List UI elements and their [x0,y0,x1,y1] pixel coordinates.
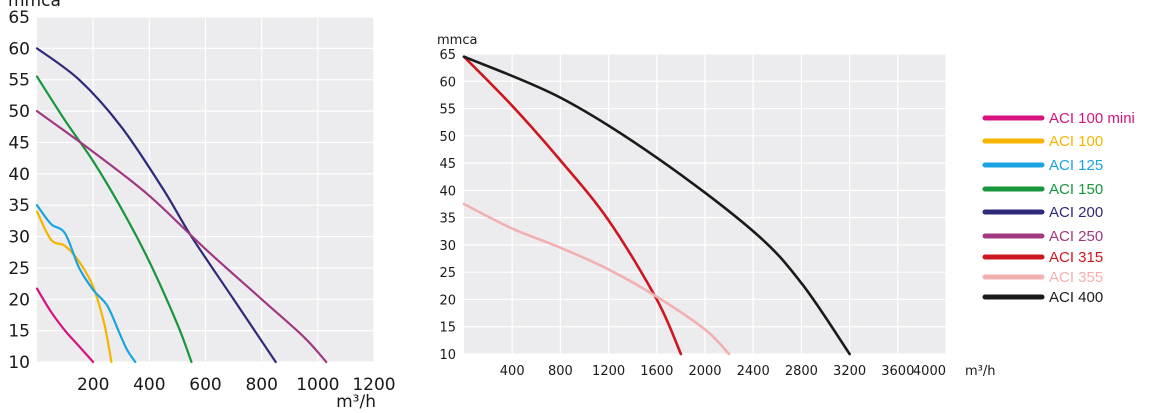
series-line-aci-400 [462,55,851,356]
series-line-aci-100-mini [35,287,95,364]
right-y-tick-label: 20 [439,293,456,308]
left-y-tick-label: 20 [8,290,30,310]
legend-label: ACI 250 [1049,228,1103,245]
legend-item: ACI 150 [982,181,1103,198]
series-line-aci-355 [462,202,731,356]
right-y-tick-label: 45 [439,157,456,172]
left-y-tick-label: 40 [8,165,30,185]
right-y-tick-label: 35 [439,212,456,227]
right-x-tick-label: 2400 [737,364,770,379]
left-y-tick-label: 10 [8,353,30,373]
left-y-tick-label: 25 [8,259,30,279]
left-y-tick-labels: 10 15 20 25 30 35 40 45 50 55 60 65 [8,8,30,373]
legend-label: ACI 150 [1049,181,1103,198]
legend-label: ACI 355 [1049,269,1103,286]
left-x-tick-label: 200 [77,375,109,395]
right-x-tick-label: 800 [548,364,573,379]
legend-label: ACI 125 [1049,157,1103,174]
legend-label: ACI 200 [1049,204,1103,221]
right-y-tick-label: 55 [439,103,456,118]
right-x-tick-label: 2000 [688,364,721,379]
right-x-tick-label: 1200 [592,364,625,379]
right-y-tick-label: 15 [439,321,456,336]
left-chart: 10 15 20 25 30 35 40 45 50 55 60 65 200 400 600 800 100… [8,0,396,412]
legend-item: ACI 100 mini [982,110,1135,127]
right-x-tick-label: 3600 [881,364,914,379]
left-y-tick-label: 55 [8,71,30,91]
left-y-axis-label: mmca [8,0,61,11]
series-line-aci-315 [462,55,683,356]
left-x-tick-label: 800 [245,375,277,395]
legend-item: ACI 100 [982,133,1103,150]
right-y-tick-label: 10 [439,348,456,363]
legend: ACI 100 mini ACI 100 ACI 125 ACI 150 ACI 200… [982,110,1135,306]
right-grid [464,53,947,355]
legend-label: ACI 400 [1049,289,1103,306]
legend-item: ACI 250 [982,228,1103,245]
left-y-tick-label: 60 [8,39,30,59]
series-line-aci-200 [35,47,277,364]
left-y-tick-label: 15 [8,322,30,342]
right-x-axis-unit-label: m³/h [965,364,996,379]
left-x-tick-label: 1000 [296,375,339,395]
right-x-tick-label: 400 [500,364,525,379]
left-y-tick-label: 30 [8,228,30,248]
left-x-tick-labels: 200 400 600 800 1000 1200 [77,375,396,395]
legend-item: ACI 315 [982,249,1103,266]
left-x-tick-label: 1200 [352,375,395,395]
right-y-tick-labels: 10 15 20 25 30 35 40 45 50 55 60 65 [439,48,456,363]
legend-item: ACI 355 [982,269,1103,286]
right-y-tick-label: 65 [439,48,456,63]
legend-label: ACI 315 [1049,249,1103,266]
right-y-axis-label: mmca [437,33,477,48]
legend-label: ACI 100 [1049,133,1103,150]
left-x-axis-unit-label: m³/h [336,392,376,412]
legend-item: ACI 400 [982,289,1103,306]
right-y-tick-label: 25 [439,266,456,281]
legend-item: ACI 200 [982,204,1103,221]
right-y-tick-label: 50 [439,130,456,145]
right-x-tick-label: 4000 [913,364,946,379]
left-x-tick-label: 400 [133,375,165,395]
right-y-tick-label: 40 [439,184,456,199]
left-series-group [35,47,328,364]
series-line-aci-100 [35,210,113,364]
right-y-tick-label: 60 [439,75,456,90]
legend-label: ACI 100 mini [1049,110,1135,127]
left-y-tick-label: 35 [8,196,30,216]
left-x-tick-label: 600 [189,375,221,395]
right-x-tick-label: 2800 [785,364,818,379]
right-x-tick-label: 3200 [833,364,866,379]
right-chart: 10 15 20 25 30 35 40 45 50 55 60 65 400 800 1200 1600 2… [437,33,996,379]
right-x-tick-label: 1600 [640,364,673,379]
series-line-aci-150 [35,75,193,364]
right-y-tick-label: 30 [439,239,456,254]
right-series-group [462,55,851,356]
left-y-tick-label: 50 [8,102,30,122]
legend-item: ACI 125 [982,157,1103,174]
series-line-aci-250 [35,109,328,364]
left-y-tick-label: 65 [8,8,30,28]
left-y-tick-label: 45 [8,133,30,153]
series-line-aci-125 [35,204,137,364]
left-grid [37,16,375,363]
